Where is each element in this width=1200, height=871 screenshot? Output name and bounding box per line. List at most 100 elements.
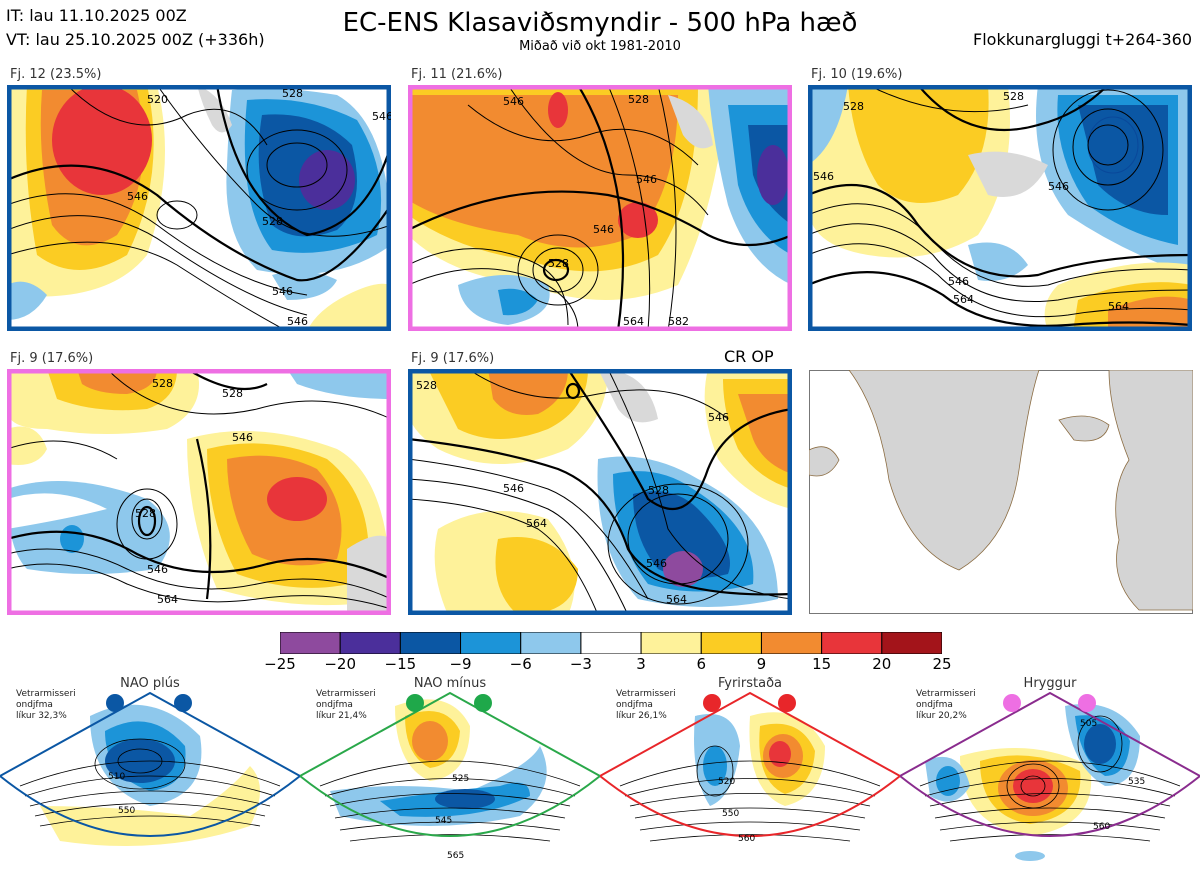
page-subtitle: Miðað við okt 1981-2010 (519, 39, 681, 54)
cluster-5-label-564-a: 564 (526, 517, 547, 530)
cluster-3-label-546-c: 546 (948, 275, 969, 288)
cluster-1-label-528-b: 528 (262, 215, 283, 228)
colorbar-tick-label: −9 (449, 655, 472, 673)
cluster-5-label-546-b: 546 (708, 411, 729, 424)
colorbar-tick-label: 15 (812, 655, 832, 673)
cluster-5-caption: Fj. 9 (17.6%) (411, 351, 495, 366)
cluster-2-label-528-a: 528 (628, 93, 649, 106)
colorbar-tick-label: −15 (384, 655, 417, 673)
cluster-3-label-528-b: 528 (1003, 90, 1024, 103)
anomaly-colorbar (280, 632, 942, 654)
cluster-1-label-546-c: 546 (272, 285, 293, 298)
init-time-label: IT: lau 11.10.2025 00Z (6, 6, 187, 25)
cluster-4-label-528-c: 528 (135, 507, 156, 520)
regime-4-note: Vetrarmisseri ondjfma líkur 20,2% (916, 689, 976, 721)
cluster-1-label-528-a: 528 (282, 87, 303, 100)
cluster-4-label-528-a: 528 (152, 377, 173, 390)
regime-panel-ridge: 505 535 560 Hryggur Vetrarmisseri ondjfma… (900, 676, 1200, 871)
colorbar-segment (881, 632, 942, 654)
cluster-1-caption: Fj. 12 (23.5%) (10, 67, 102, 82)
cluster-4-label-528-b: 528 (222, 387, 243, 400)
regime-1-note: Vetrarmisseri ondjfma líkur 32,3% (16, 689, 76, 721)
regime-panel-blocking: 520 550 560 Fyrirstaða Vetrarmisseri ondj… (600, 676, 900, 871)
regime-nao-plus-map: 510 550 (0, 691, 300, 846)
regime-3-title: Fyrirstaða (717, 676, 783, 691)
regime-2-label-545: 545 (435, 816, 452, 826)
colorbar-tick-label: 25 (932, 655, 952, 673)
cluster-3-label-564-b: 564 (1108, 300, 1129, 313)
colorbar-tick-label: 3 (636, 655, 646, 673)
regime-3-dot-a (703, 694, 721, 712)
regime-4-dot-a (1003, 694, 1021, 712)
cluster-4-caption: Fj. 9 (17.6%) (10, 351, 94, 366)
regime-2-dot-a (406, 694, 424, 712)
cluster-4-label-564: 564 (157, 593, 178, 606)
empty-base-map (809, 370, 1193, 616)
colorbar-segment (460, 632, 522, 654)
regime-4-dot-b (1078, 694, 1096, 712)
cluster-3-label-546-b: 546 (1048, 180, 1069, 193)
cluster-map-4: 528 528 546 528 546 564 (7, 369, 391, 615)
cluster-1-label-546-b: 546 (372, 110, 391, 123)
regime-3-note: Vetrarmisseri ondjfma líkur 26,1% (616, 689, 676, 721)
colorbar-tick-label: −6 (509, 655, 532, 673)
regime-1-dot-a (106, 694, 124, 712)
colorbar-segment (700, 632, 762, 654)
regime-1-label-550: 550 (118, 806, 135, 816)
cluster-map-3-plot: 528 528 546 546 546 564 564 (808, 85, 1192, 331)
colorbar-tick-label: −20 (324, 655, 356, 673)
regime-2-title: NAO mínus (413, 676, 487, 691)
cluster-3-label-528-a: 528 (843, 100, 864, 113)
regime-4-title: Hryggur (1023, 676, 1077, 691)
cluster-4-label-546-a: 546 (232, 431, 253, 444)
regime-4-label-535: 535 (1128, 777, 1145, 787)
cluster-3-caption: Fj. 10 (19.6%) (811, 67, 903, 82)
colorbar-segment (399, 632, 462, 654)
cluster-2-caption: Fj. 11 (21.6%) (411, 67, 503, 82)
colorbar-tick-label: −3 (569, 655, 592, 673)
colorbar-segment (280, 632, 341, 654)
regime-blocking-map: 520 550 560 (600, 691, 900, 844)
cluster-map-5: 528 546 546 564 528 546 564 (408, 369, 792, 615)
cluster-map-1-plot: 520 528 546 546 528 546 546 (7, 85, 391, 331)
cluster-3-label-546-a: 546 (813, 170, 834, 183)
cluster-map-2: 546 528 546 546 528 564 582 (408, 85, 792, 331)
cluster-1-label-546-a: 546 (127, 190, 148, 203)
cluster-2-label-546-b: 546 (636, 173, 657, 186)
cluster-1-label-546-d: 546 (287, 315, 308, 328)
cluster-2-label-528-b: 528 (548, 257, 569, 270)
regime-1-dot-b (174, 694, 192, 712)
colorbar-tick-label: 20 (872, 655, 892, 673)
regime-3-label-550: 550 (722, 809, 739, 819)
regime-ridge-map: 505 535 560 (900, 691, 1200, 861)
regime-panel-nao-plus: 510 550 NAO plús Vetrarmisseri ondjfma lík… (0, 676, 300, 871)
colorbar-tick-label: −25 (264, 655, 296, 673)
regime-3-label-520: 520 (718, 777, 735, 787)
regime-1-label-510: 510 (108, 772, 125, 782)
colorbar-tick-label: 9 (756, 655, 767, 673)
regime-4-label-505: 505 (1080, 719, 1097, 729)
classification-window-label: Flokkunargluggi t+264-360 (973, 30, 1192, 49)
regime-nao-minus-map: 525 545 565 (300, 691, 600, 861)
colorbar-segment (640, 632, 702, 654)
colorbar-segment (821, 632, 883, 654)
colorbar-segment (520, 632, 582, 654)
cluster-map-5-plot: 528 546 546 564 528 546 564 (408, 369, 792, 615)
cluster-1-label-520: 520 (147, 93, 168, 106)
cluster-3-label-564-a: 564 (953, 293, 974, 306)
cluster-2-label-546-a: 546 (503, 95, 524, 108)
colorbar-segment (760, 632, 823, 654)
regime-panel-nao-minus: 525 545 565 NAO mínus Vetrarmisseri ondjf… (300, 676, 600, 871)
regime-2-label-525: 525 (452, 774, 469, 784)
cluster-2-label-546-c: 546 (593, 223, 614, 236)
control-run-label: CR OP (724, 347, 774, 366)
cluster-5-label-528-b: 528 (648, 484, 669, 497)
colorbar-segment (339, 632, 401, 654)
regime-2-note: Vetrarmisseri ondjfma líkur 21,4% (316, 689, 376, 721)
cluster-map-2-plot: 546 528 546 546 528 564 582 (408, 85, 792, 331)
cluster-map-4-plot: 528 528 546 528 546 564 (7, 369, 391, 615)
colorbar-tick-label: 6 (696, 655, 707, 673)
cluster-2-label-564: 564 (623, 315, 644, 328)
empty-base-map-plot (809, 370, 1193, 614)
page-title: EC-ENS Klasaviðsmyndir - 500 hPa hæð (342, 8, 858, 38)
